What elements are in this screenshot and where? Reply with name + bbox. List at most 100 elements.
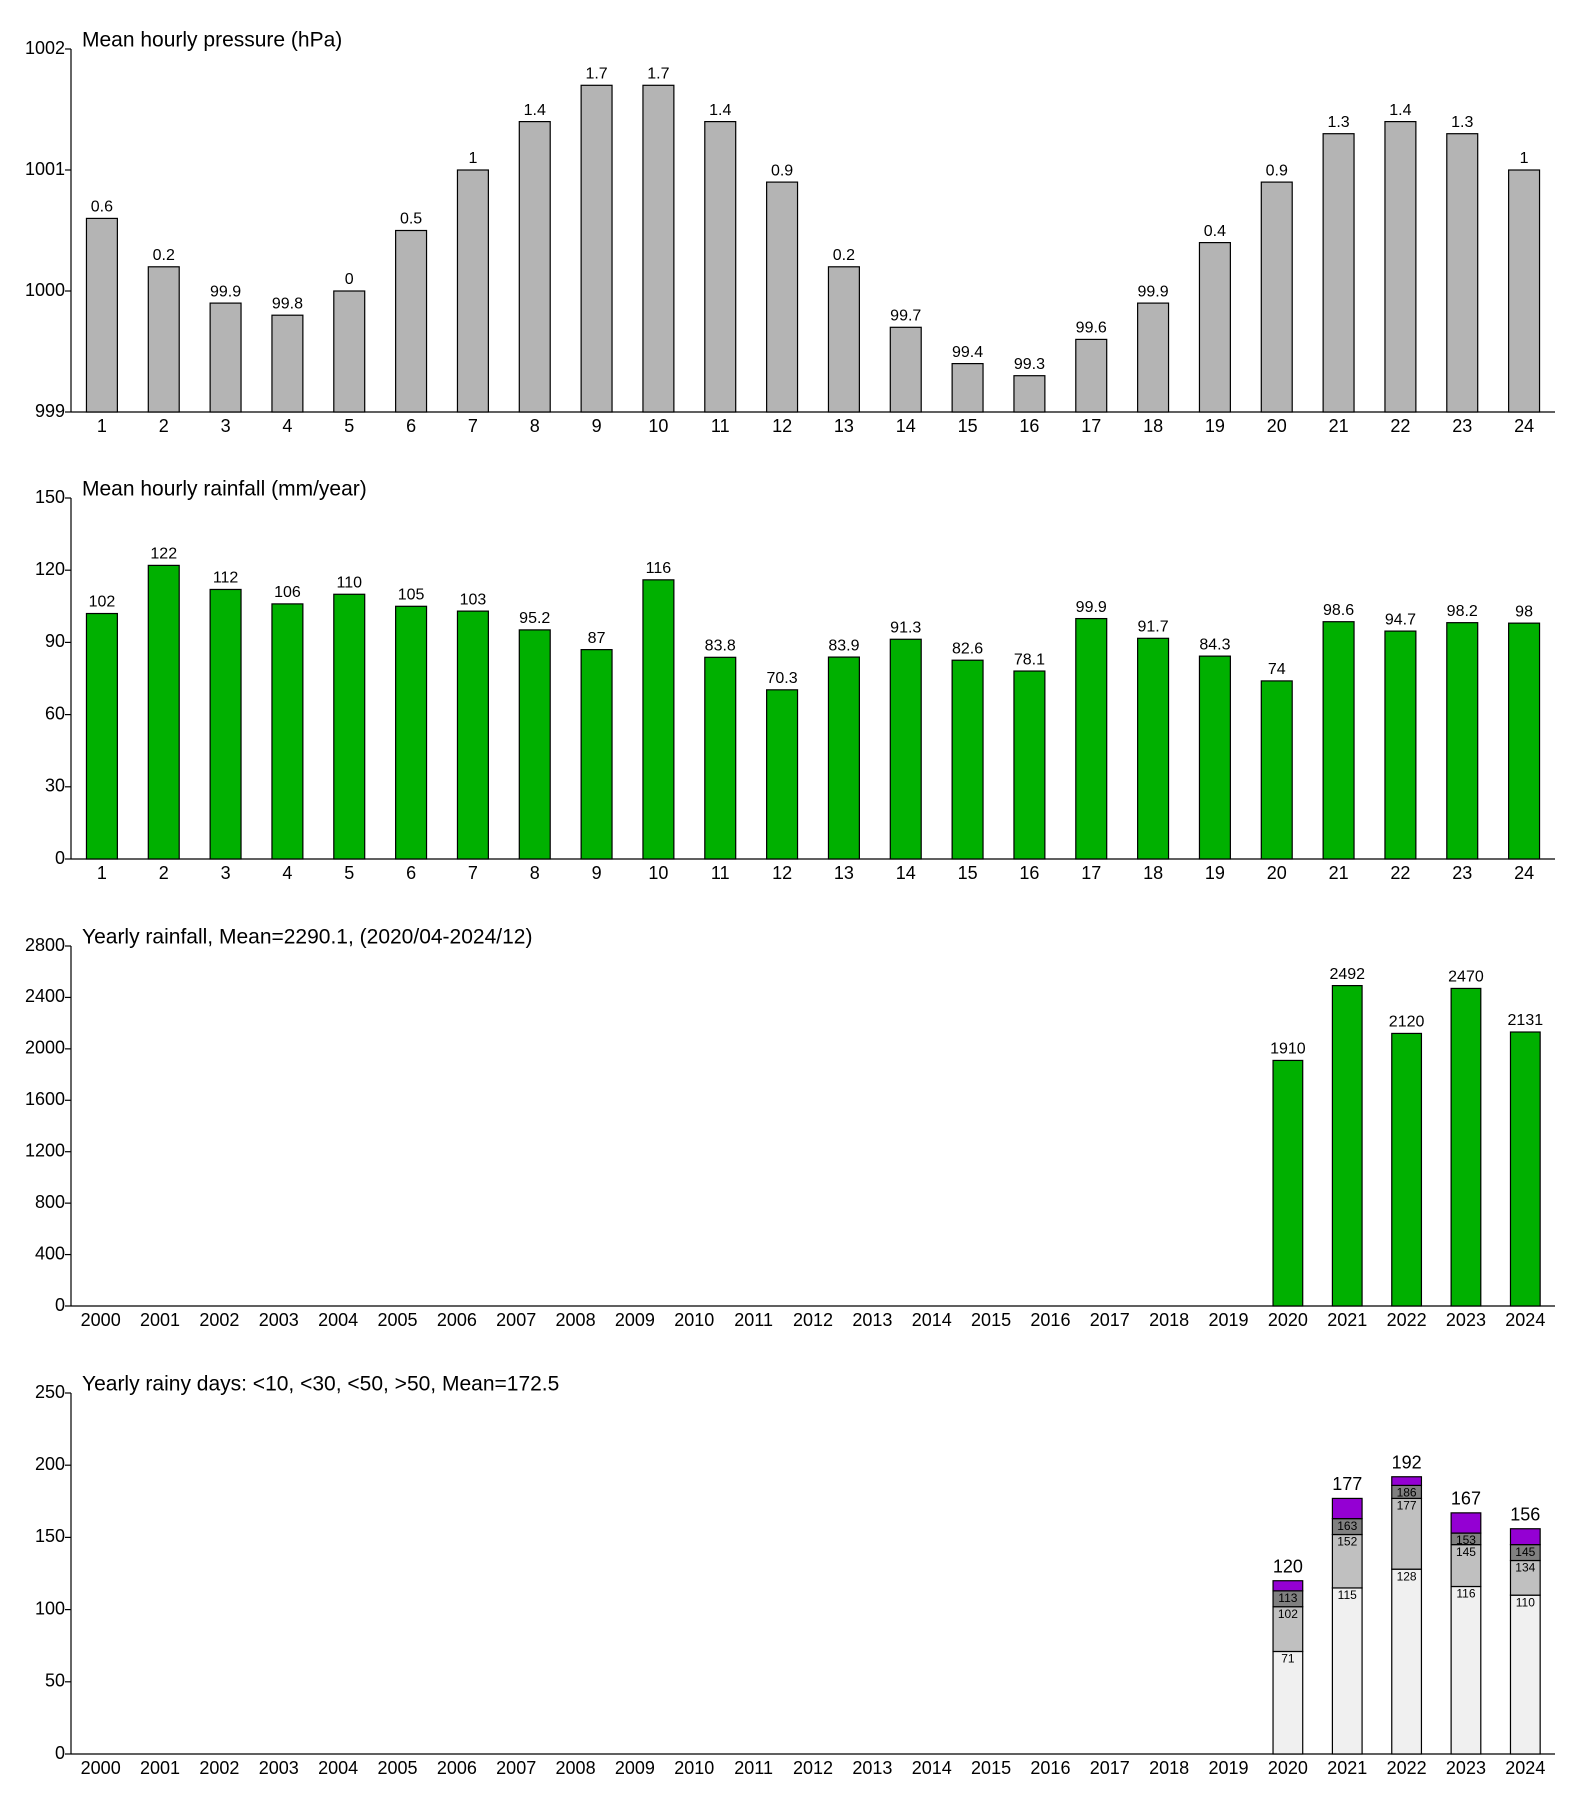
x-tick-label: 2016 [1030,1758,1070,1778]
value-label: 0.9 [1266,162,1288,179]
segment-label: 115 [1338,1588,1357,1602]
value-label: 102 [89,594,116,611]
value-label: 99.4 [952,344,983,361]
value-label: 99.7 [890,308,921,325]
x-tick-label: 2021 [1327,1310,1367,1330]
value-label: 1910 [1270,1041,1306,1058]
bar-segment [1331,1587,1363,1755]
x-tick-label: 2007 [496,1758,536,1778]
x-tick-label: 2009 [615,1758,655,1778]
value-label: 99.6 [1076,320,1107,337]
bar [1260,680,1293,860]
x-tick-label: 4 [282,416,292,436]
bar [1384,630,1417,860]
x-tick-label: 23 [1452,863,1472,883]
segment-label: 186 [1397,1486,1417,1500]
y-tick-label: 30 [45,776,65,796]
x-tick-label: 15 [958,416,978,436]
x-tick-label: 2006 [437,1758,477,1778]
value-label: 0 [345,271,354,288]
segment-label: 153 [1456,1533,1476,1547]
segment-label: 110 [1516,1595,1535,1609]
x-tick-label: 19 [1205,863,1225,883]
x-tick-label: 8 [530,863,540,883]
bar [1013,375,1046,413]
x-tick-label: 2014 [912,1310,952,1330]
total-label: 192 [1392,1453,1422,1473]
value-label: 98.6 [1323,602,1354,619]
bar [1322,133,1355,413]
bar [642,579,675,860]
x-tick-label: 7 [468,863,478,883]
x-tick-label: 3 [221,416,231,436]
total-label: 156 [1510,1504,1540,1524]
x-tick-label: 9 [592,416,602,436]
x-tick-label: 20 [1267,863,1287,883]
y-tick-label: 1002 [25,38,65,58]
y-tick-label: 150 [35,487,65,507]
segment-label: 113 [1278,1591,1297,1605]
value-label: 1 [468,150,477,167]
value-label: 99.9 [210,283,241,300]
value-label: 116 [646,560,672,577]
x-tick-label: 2020 [1268,1758,1308,1778]
chart-title: Mean hourly rainfall (mm/year) [82,478,367,501]
x-tick-label: 2005 [377,1758,417,1778]
bar [85,612,118,860]
x-tick-label: 2024 [1505,1758,1545,1778]
bar [642,84,675,413]
value-label: 99.9 [1138,283,1169,300]
x-tick-label: 16 [1019,416,1039,436]
x-tick-label: 21 [1329,416,1349,436]
bar [1446,622,1479,860]
x-tick-label: 20 [1267,416,1287,436]
bar [1446,133,1479,413]
x-tick-label: 13 [834,863,854,883]
bar [889,638,922,860]
x-tick-label: 8 [530,416,540,436]
bar [704,120,737,413]
bar [333,593,366,860]
bar-segment [1391,1476,1423,1487]
total-label: 120 [1273,1556,1303,1576]
x-tick-label: 2009 [615,1310,655,1330]
value-label: 1.4 [1389,102,1411,119]
value-label: 82.6 [952,640,983,657]
value-label: 83.9 [828,637,859,654]
bar [766,181,799,413]
bar [1075,338,1108,413]
y-tick-label: 800 [35,1192,65,1212]
bar [209,302,242,413]
x-tick-label: 2018 [1149,1310,1189,1330]
x-tick-label: 2000 [81,1758,121,1778]
x-tick-label: 23 [1452,416,1472,436]
bar-segment [1509,1559,1541,1596]
x-tick-label: 2006 [437,1310,477,1330]
value-label: 1.4 [709,102,731,119]
x-tick-label: 2010 [674,1310,714,1330]
x-tick-label: 19 [1205,416,1225,436]
bar-segment [1450,1544,1482,1588]
bar [147,266,180,413]
y-tick-label: 2800 [25,935,65,955]
y-tick-label: 0 [55,1743,65,1763]
bar [456,610,489,860]
value-label: 95.2 [519,610,550,627]
value-label: 1.3 [1451,114,1473,131]
x-tick-label: 2003 [259,1310,299,1330]
x-tick-label: 2019 [1208,1310,1248,1330]
bar [1272,1059,1304,1307]
x-tick-label: 2021 [1327,1758,1367,1778]
y-tick-label: 2000 [25,1038,65,1058]
y-tick-label: 1000 [25,280,65,300]
x-tick-label: 21 [1329,863,1349,883]
bar-segment [1272,1650,1304,1755]
total-label: 177 [1332,1474,1362,1494]
y-tick-label: 1001 [25,159,65,179]
x-tick-label: 16 [1019,863,1039,883]
bar [1198,655,1231,860]
value-label: 99.8 [272,295,303,312]
segment-label: 128 [1397,1569,1417,1583]
x-tick-label: 2011 [734,1310,773,1330]
segment-label: 134 [1515,1561,1535,1575]
